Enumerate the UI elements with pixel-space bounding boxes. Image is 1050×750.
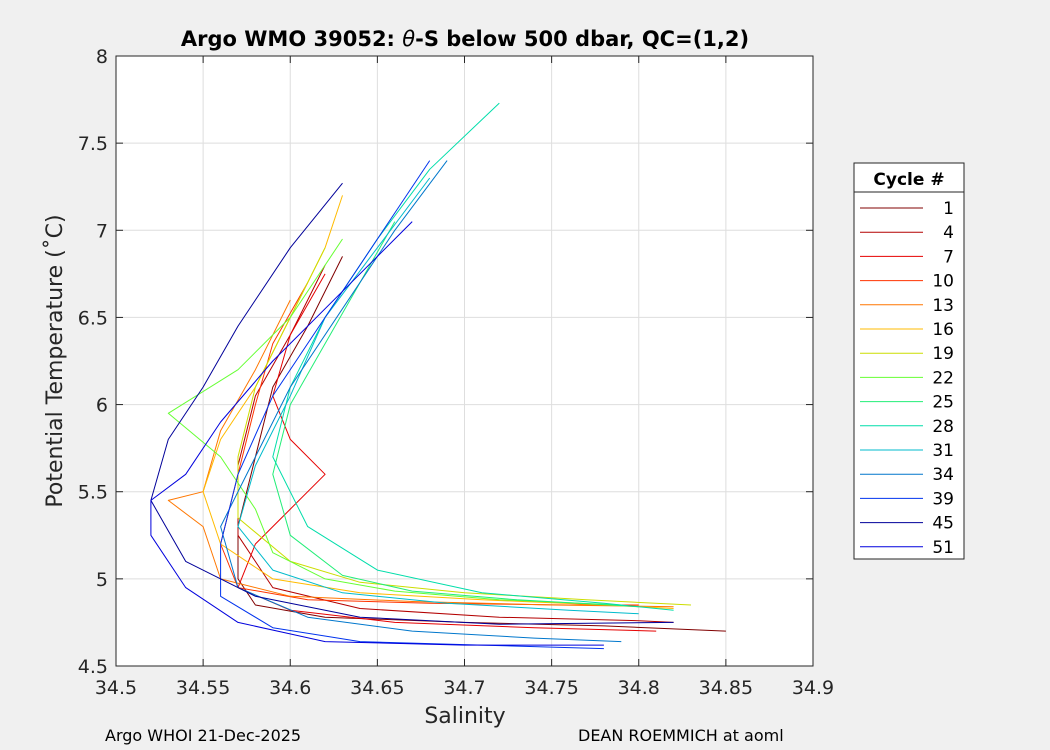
chart-title: Argo WMO 39052: θ-S below 500 dbar, QC=(… xyxy=(181,27,749,51)
series-lines xyxy=(150,102,726,650)
legend-items: 1 4 7 10 13 16 19 22 25 28 31 34 39 45 51 xyxy=(860,199,954,558)
y-tick-label: 7 xyxy=(96,220,108,242)
x-tick-label: 34.85 xyxy=(699,677,753,699)
legend-label: 28 xyxy=(932,417,954,437)
legend-label: 31 xyxy=(932,441,954,461)
x-tick-label: 34.7 xyxy=(443,677,485,699)
y-tick-label: 7.5 xyxy=(78,133,108,155)
legend-label: 16 xyxy=(932,320,954,340)
legend-label: 7 xyxy=(943,247,954,267)
y-tick-label: 8 xyxy=(96,46,108,68)
series-line-cycle-51 xyxy=(150,221,604,646)
legend-label: 1 xyxy=(943,199,954,219)
series-line-cycle-25 xyxy=(272,221,639,608)
grid-lines xyxy=(116,56,813,666)
legend-label: 25 xyxy=(932,393,954,413)
legend-title: Cycle # xyxy=(873,170,944,190)
series-line-cycle-13 xyxy=(167,299,674,608)
series-line-cycle-4 xyxy=(237,264,674,623)
legend-label: 51 xyxy=(932,538,954,558)
y-tick-label: 5.5 xyxy=(78,482,108,504)
legend-label: 39 xyxy=(932,489,954,509)
x-tick-label: 34.65 xyxy=(350,677,404,699)
x-tick-label: 34.8 xyxy=(618,677,660,699)
series-line-cycle-1 xyxy=(237,256,726,632)
footer-right: DEAN ROEMMICH at aoml xyxy=(578,726,784,745)
x-tick-label: 34.9 xyxy=(792,677,834,699)
series-line-cycle-31 xyxy=(237,177,639,615)
y-tick-label: 5 xyxy=(96,569,108,591)
legend-label: 4 xyxy=(943,223,954,243)
x-axis-label: Salinity xyxy=(424,704,505,729)
series-line-cycle-34 xyxy=(220,160,622,643)
legend-label: 22 xyxy=(932,368,954,388)
y-tick-label: 6.5 xyxy=(78,307,108,329)
legend-box xyxy=(853,162,965,560)
legend-label: 45 xyxy=(932,514,954,534)
y-tick-label: 4.5 xyxy=(78,656,108,678)
axis-ticks: 34.5 34.55 34.6 34.65 34.7 34.75 34.8 34.85 34.9… xyxy=(78,46,834,699)
y-tick-label: 6 xyxy=(96,395,108,417)
legend-label: 34 xyxy=(932,465,954,485)
legend-label: 13 xyxy=(932,296,954,316)
series-line-cycle-7 xyxy=(237,273,657,632)
footer-left: Argo WHOI 21-Dec-2025 xyxy=(105,726,301,745)
legend: Cycle # 1 4 7 10 13 16 19 22 25 28 31 34 39 45 51 xyxy=(853,162,965,560)
series-line-cycle-22 xyxy=(167,238,622,606)
y-axis-label: Potential Temperature (˚C) xyxy=(43,214,68,507)
x-tick-label: 34.75 xyxy=(524,677,578,699)
legend-label: 10 xyxy=(932,272,954,292)
x-tick-label: 34.5 xyxy=(95,677,137,699)
series-line-cycle-28 xyxy=(272,102,674,611)
x-tick-label: 34.6 xyxy=(269,677,311,699)
legend-label: 19 xyxy=(932,344,954,364)
x-tick-label: 34.55 xyxy=(176,677,230,699)
